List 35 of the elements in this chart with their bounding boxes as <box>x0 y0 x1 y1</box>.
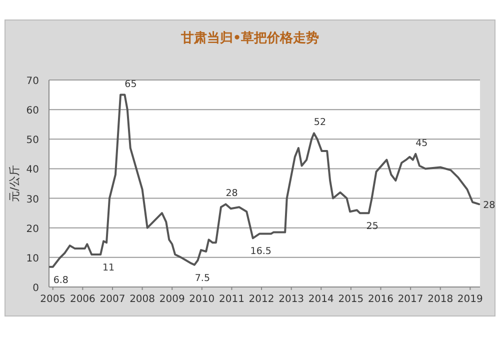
x-tick-label: 2013 <box>278 294 304 305</box>
annotation: 28 <box>226 188 238 200</box>
x-tick-label: 2014 <box>308 294 334 305</box>
annotation: 6.8 <box>53 274 68 286</box>
x-tick-label: 2008 <box>130 294 156 305</box>
annotation: 7.5 <box>194 272 210 284</box>
x-tick-label: 2011 <box>218 294 244 305</box>
annotation: 52 <box>314 117 326 128</box>
y-tick-label: 30 <box>26 194 39 206</box>
annotation: 28 <box>483 200 496 212</box>
y-tick-label: 0 <box>32 283 39 294</box>
x-tick-label: 2009 <box>159 294 185 305</box>
annotation: 25 <box>366 221 378 232</box>
y-tick-label: 50 <box>26 135 39 146</box>
annotation: 45 <box>416 138 428 149</box>
annotation: 65 <box>124 78 137 90</box>
y-tick-label: 10 <box>26 253 39 264</box>
y-tick-label: 60 <box>26 106 39 117</box>
chart-title: 甘肃当归•草把价格走势 <box>180 30 320 46</box>
x-tick-label: 2006 <box>70 294 96 305</box>
x-tick-label: 2019 <box>457 294 483 305</box>
x-tick-label: 2007 <box>100 294 126 305</box>
y-tick-label: 20 <box>26 224 39 235</box>
y-tick-label: 40 <box>26 164 39 176</box>
annotation: 11 <box>102 262 115 274</box>
x-tick-label: 2012 <box>248 294 274 305</box>
x-tick-label: 2017 <box>398 294 424 305</box>
x-tick-label: 2018 <box>428 294 454 305</box>
x-tick-label: 2016 <box>368 294 394 305</box>
y-axis-title: 元/公斤 <box>8 165 21 202</box>
y-tick-label: 70 <box>26 76 39 87</box>
x-tick-label: 2015 <box>338 294 364 305</box>
annotation: 16.5 <box>250 246 272 258</box>
x-tick-label: 2005 <box>40 294 66 305</box>
x-tick-label: 2010 <box>189 294 215 305</box>
